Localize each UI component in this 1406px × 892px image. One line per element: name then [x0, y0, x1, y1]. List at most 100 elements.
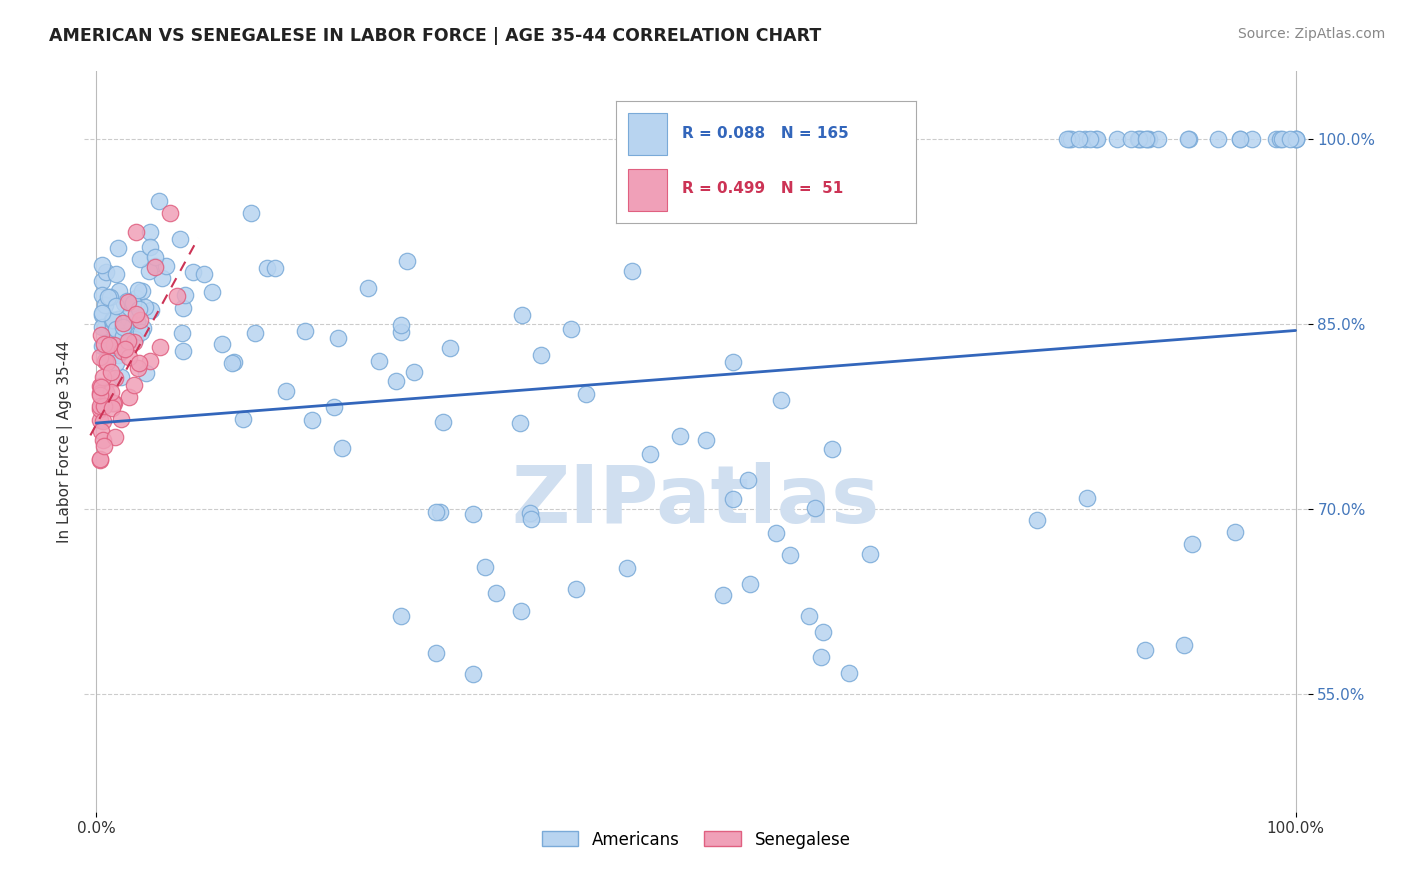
Point [127, 283, 149, 297]
Point [91, 414, 114, 428]
Point [91, 274, 114, 288]
Point [804, 500, 827, 515]
Point [721, 491, 744, 506]
Point [1137, 132, 1160, 146]
Point [389, 609, 412, 624]
Point [91, 308, 114, 322]
Point [104, 321, 127, 335]
Point [765, 525, 787, 540]
Point [100, 365, 122, 379]
Point [1271, 132, 1294, 146]
Point [485, 585, 508, 599]
Point [323, 400, 346, 414]
Point [125, 225, 148, 239]
Point [90, 424, 112, 438]
Point [98, 291, 121, 305]
Point [396, 253, 419, 268]
Point [1146, 132, 1168, 146]
Point [1076, 491, 1098, 506]
Point [114, 318, 136, 332]
Point [159, 206, 181, 220]
Point [1177, 132, 1199, 146]
Point [89, 379, 111, 393]
Point [385, 374, 408, 388]
Point [108, 329, 131, 343]
Point [143, 250, 166, 264]
Point [1135, 132, 1157, 146]
Point [294, 324, 316, 338]
Point [301, 412, 323, 426]
Point [510, 604, 533, 618]
Point [122, 334, 145, 349]
Point [89, 388, 111, 402]
Point [94, 354, 117, 368]
Point [1136, 132, 1159, 146]
Point [121, 296, 143, 310]
Point [91, 369, 114, 384]
Point [169, 232, 191, 246]
Point [1085, 132, 1108, 146]
Point [240, 206, 263, 220]
Point [621, 263, 644, 277]
Point [432, 415, 454, 429]
Point [111, 328, 134, 343]
Point [108, 284, 131, 298]
Point [91, 306, 114, 320]
Point [166, 288, 188, 302]
Point [129, 326, 152, 340]
Point [389, 326, 412, 340]
Point [143, 260, 166, 275]
Point [104, 430, 127, 444]
Point [117, 294, 139, 309]
Point [357, 281, 380, 295]
Point [519, 506, 541, 520]
Point [139, 354, 162, 368]
Legend: Americans, Senegalese: Americans, Senegalese [534, 824, 858, 855]
Point [118, 350, 141, 364]
Point [425, 505, 447, 519]
Point [143, 259, 166, 273]
Point [1268, 132, 1291, 146]
Point [97, 290, 120, 304]
Point [770, 393, 793, 408]
Point [1057, 132, 1080, 146]
Point [90, 380, 112, 394]
Point [328, 331, 350, 345]
Point [139, 303, 162, 318]
Point [89, 399, 111, 413]
Point [101, 313, 124, 327]
Point [111, 343, 134, 358]
Point [155, 259, 177, 273]
Point [127, 361, 149, 376]
Point [89, 350, 111, 364]
Point [107, 347, 129, 361]
Point [122, 378, 145, 392]
Point [114, 342, 136, 356]
Point [1284, 132, 1306, 146]
Point [101, 320, 124, 334]
Point [211, 337, 233, 351]
Point [105, 315, 128, 329]
Point [530, 348, 553, 362]
Point [1206, 132, 1229, 146]
Point [1240, 132, 1263, 146]
Point [138, 225, 160, 239]
Point [148, 194, 170, 208]
Point [112, 316, 135, 330]
Point [101, 317, 124, 331]
Point [389, 318, 412, 332]
Point [124, 332, 146, 346]
Point [96, 355, 118, 369]
Point [125, 307, 148, 321]
Text: Source: ZipAtlas.com: Source: ZipAtlas.com [1237, 27, 1385, 41]
Point [89, 412, 111, 426]
Point [150, 271, 173, 285]
Point [89, 452, 111, 467]
Point [640, 447, 662, 461]
Point [101, 396, 124, 410]
Point [1128, 132, 1150, 146]
Point [97, 322, 120, 336]
Point [135, 366, 157, 380]
Point [134, 300, 156, 314]
Point [110, 370, 132, 384]
